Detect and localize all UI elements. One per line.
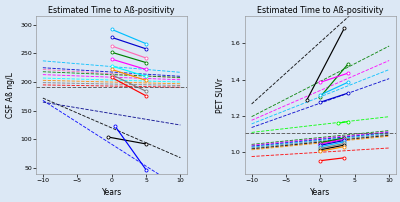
Title: Estimated Time to Aß-positivity: Estimated Time to Aß-positivity (257, 6, 384, 15)
X-axis label: Years: Years (310, 188, 330, 197)
Y-axis label: PET SUVr: PET SUVr (216, 77, 225, 113)
Title: Estimated Time to Aß-positivity: Estimated Time to Aß-positivity (48, 6, 175, 15)
Y-axis label: CSF Aß ng/L: CSF Aß ng/L (6, 72, 14, 118)
X-axis label: Years: Years (102, 188, 122, 197)
